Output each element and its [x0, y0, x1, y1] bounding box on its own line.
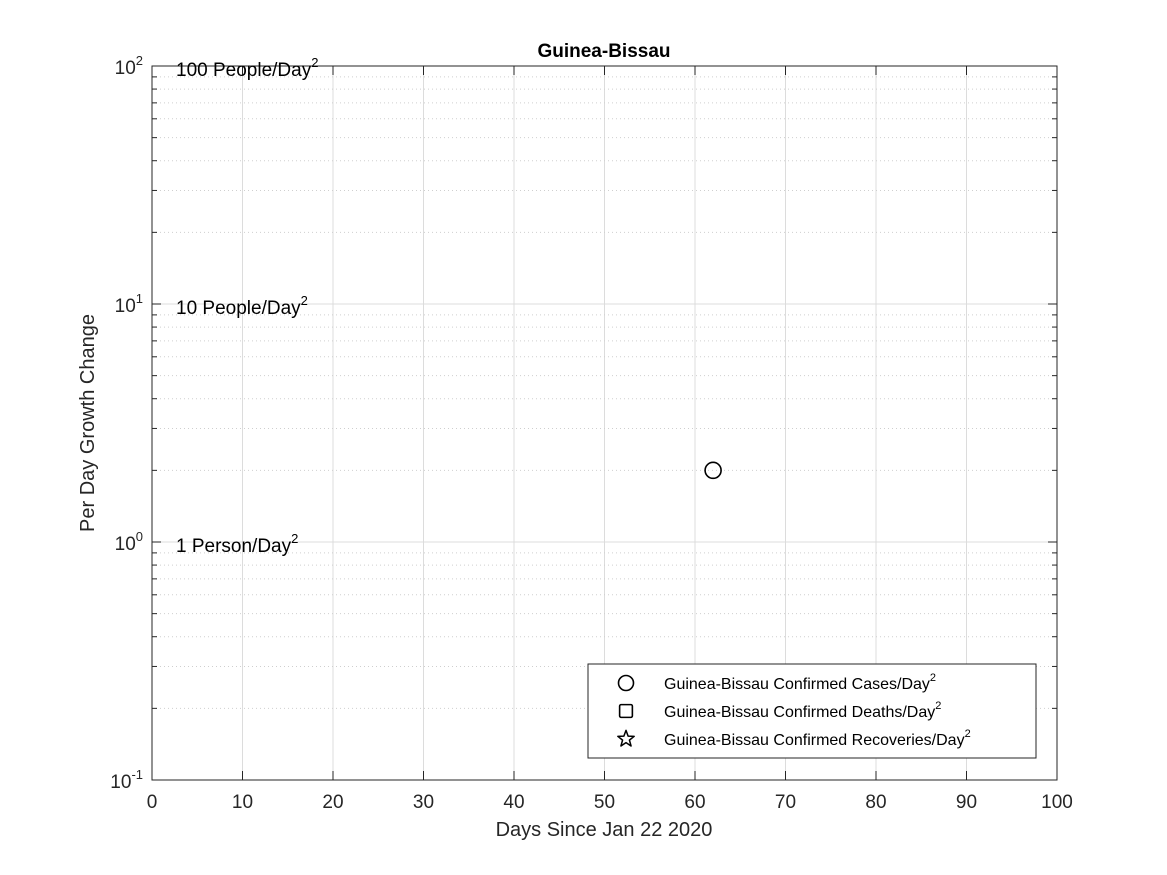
x-tick-label: 30: [413, 792, 434, 813]
annotations: 100 People/Day2 10 People/Day2 1 Person/Da…: [176, 55, 318, 557]
x-tick-label: 80: [865, 792, 886, 813]
legend-marker-square: [618, 703, 634, 719]
x-tick-label: 100: [1041, 792, 1073, 813]
x-tick-label: 40: [503, 792, 524, 813]
chart-title: Guinea-Bissau: [537, 41, 670, 62]
legend-marker-star: [617, 729, 635, 747]
y-tick-label: 102: [115, 53, 143, 79]
legend-entry-label: Guinea-Bissau Confirmed Recoveries/Day2: [664, 728, 971, 749]
y-axis-label: Per Day Growth Change: [77, 314, 99, 532]
y-tick-label: 100: [115, 529, 143, 555]
data-marks: [704, 461, 722, 480]
y-tick-label: 101: [115, 291, 143, 317]
x-axis-label: Days Since Jan 22 2020: [496, 819, 713, 841]
x-tick-label: 10: [232, 792, 253, 813]
x-tick-label: 70: [775, 792, 796, 813]
annotation-label: 10 People/Day2: [176, 293, 308, 319]
annotation-label: 100 People/Day2: [176, 55, 318, 81]
x-tick-label: 20: [322, 792, 343, 813]
legend: Guinea-Bissau Confirmed Cases/Day2 Guinea…: [587, 663, 1037, 759]
legend-entry-label: Guinea-Bissau Confirmed Deaths/Day2: [664, 700, 941, 721]
legend-box: [587, 663, 1037, 759]
annotation-label: 1 Person/Day2: [176, 531, 298, 557]
data-point-circle: [704, 461, 722, 480]
x-tick-label: 60: [684, 792, 705, 813]
x-tick-label: 90: [956, 792, 977, 813]
ticks: 0 10 20 30 40 50 60 70 80 90 100 10-1 100 101 102: [110, 53, 1073, 813]
x-tick-label: 0: [147, 792, 158, 813]
legend-marker-circle: [617, 674, 635, 692]
legend-entry-label: Guinea-Bissau Confirmed Cases/Day2: [664, 672, 936, 693]
y-tick-label: 10-1: [110, 767, 143, 793]
x-tick-label: 50: [594, 792, 615, 813]
